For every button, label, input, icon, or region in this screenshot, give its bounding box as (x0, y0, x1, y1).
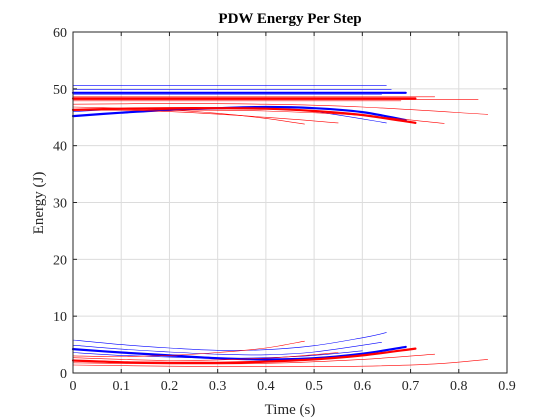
series-line-23 (72, 352, 339, 361)
series-line-18 (72, 350, 363, 359)
series-line-22 (72, 359, 488, 367)
chart-title: PDW Energy Per Step (218, 11, 361, 27)
y-tick-label: 10 (53, 310, 67, 325)
series-line-20 (72, 340, 305, 357)
x-tick-label: 0.2 (161, 379, 179, 394)
y-tick-label: 60 (53, 26, 67, 41)
x-tick-label: 0.1 (112, 379, 130, 394)
grid (73, 32, 507, 373)
series-line-12 (72, 109, 445, 124)
series-line-19 (71, 347, 417, 365)
x-tick-label: 0.7 (402, 379, 420, 394)
y-tick-label: 40 (53, 140, 67, 155)
y-tick-label: 30 (53, 197, 67, 212)
x-tick-label: 0.8 (450, 379, 468, 394)
y-axis-label: Energy (J) (31, 172, 47, 235)
series-layer (71, 85, 488, 367)
x-tick-label: 0.4 (257, 379, 275, 394)
x-tick-label: 0.3 (209, 379, 227, 394)
y-tick-label: 20 (53, 253, 67, 268)
y-tick-labels: 0 10 20 30 40 50 60 (53, 26, 67, 382)
y-tick-label: 50 (53, 83, 67, 98)
x-tick-label: 0 (70, 379, 77, 394)
series-line-10 (71, 107, 417, 124)
series-line-21 (72, 353, 435, 365)
x-tick-label: 0.6 (354, 379, 372, 394)
ticks (72, 31, 508, 374)
series-line-17 (72, 342, 382, 356)
x-tick-label: 0.5 (305, 379, 323, 394)
x-axis-label: Time (s) (265, 402, 316, 418)
series-line-11 (72, 106, 305, 125)
x-tick-labels: 0 0.1 0.2 0.3 0.4 0.5 0.6 0.7 0.8 0.9 (70, 379, 516, 394)
x-tick-label: 0.9 (498, 379, 516, 394)
series-line-13 (72, 103, 488, 115)
y-tick-label: 0 (60, 367, 67, 382)
series-line-14 (72, 109, 339, 124)
